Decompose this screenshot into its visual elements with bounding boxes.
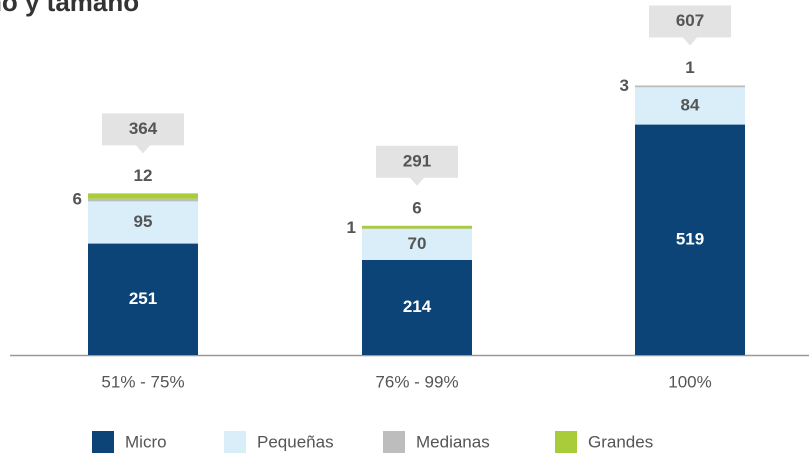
total-box (649, 5, 731, 38)
bar-segment (635, 85, 745, 88)
legend-label: Micro (125, 432, 167, 451)
bar-segment (88, 198, 198, 202)
x-tick-label: 76% - 99% (375, 372, 458, 391)
data-label: 251 (129, 289, 157, 308)
total-box (102, 113, 184, 146)
legend-label: Pequeñas (257, 432, 334, 451)
data-label: 70 (408, 234, 427, 253)
data-label: 1 (347, 218, 356, 237)
data-label: 12 (134, 166, 153, 185)
bar-segment (362, 228, 472, 260)
bar-segment (635, 87, 745, 125)
data-label: 3 (620, 76, 629, 95)
data-label: 6 (73, 190, 82, 209)
bar-segment (362, 225, 472, 229)
x-tick-label: 100% (668, 372, 711, 391)
bar-segment (88, 201, 198, 244)
data-label: 95 (134, 212, 153, 231)
total-label: 607 (676, 11, 704, 30)
legend-swatch (555, 431, 577, 453)
legend-label: Medianas (416, 432, 490, 451)
bar-segment (362, 259, 472, 355)
data-label: 214 (403, 297, 432, 316)
chart-title: ño y tamaño (0, 0, 139, 17)
data-label: 519 (676, 229, 704, 248)
data-label: 6 (412, 198, 421, 217)
bar-segment (88, 193, 198, 199)
x-tick-label: 51% - 75% (101, 372, 184, 391)
legend-swatch (92, 431, 114, 453)
data-label: 84 (681, 95, 700, 114)
bar-segment (88, 243, 198, 355)
legend-swatch (383, 431, 405, 453)
total-label: 364 (129, 119, 158, 138)
total-pointer (683, 37, 697, 46)
legend-label: Grandes (588, 432, 653, 451)
total-pointer (136, 145, 150, 154)
total-label: 291 (403, 151, 431, 170)
total-box (376, 145, 458, 178)
data-label: 1 (685, 58, 694, 77)
bar-segment (635, 124, 745, 356)
total-pointer (410, 177, 424, 186)
legend-swatch (224, 431, 246, 453)
